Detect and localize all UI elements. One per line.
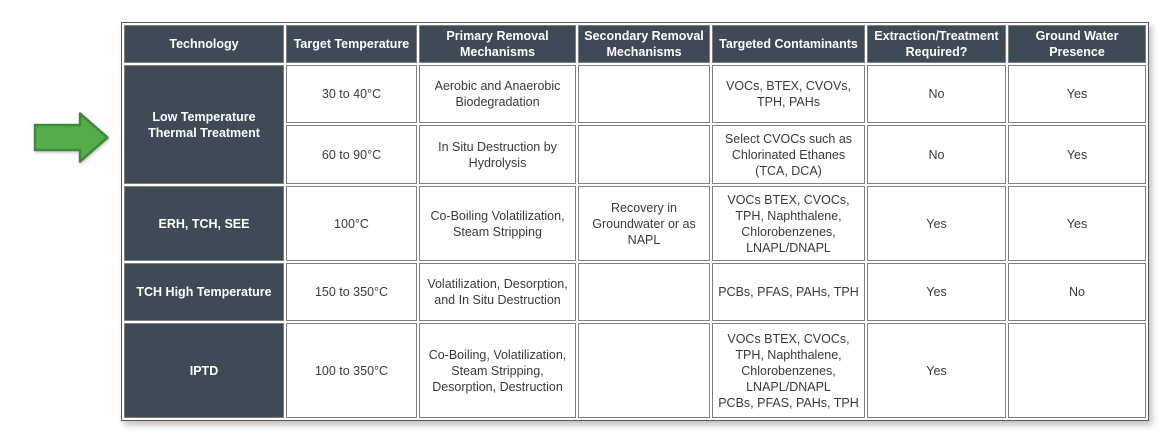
cell-extraction-required: Yes [867,323,1006,418]
table-row: Low Temperature Thermal Treatment 30 to … [124,65,1146,184]
cell-contaminants: VOCs, BTEX, CVOVs, TPH, PAHs [712,65,865,123]
cell-groundwater [1008,323,1146,418]
header-groundwater-presence: Ground Water Presence [1008,25,1146,63]
cell-secondary-removal [578,125,710,184]
cell-primary-removal: Co-Boiling, Volatilization, Steam Stripp… [419,323,576,418]
cell-primary-removal: Aerobic and Anaerobic Biodegradation [419,65,576,123]
table-row: IPTD 100 to 350°C Co-Boiling, Volatiliza… [124,323,1146,418]
cell-secondary-removal: Recovery in Groundwater or as NAPL [578,186,710,261]
green-arrow-annotation [33,111,110,164]
table-container: Technology Target Temperature Primary Re… [121,22,1149,421]
cell-primary-removal: Co-Boiling Volatilization, Steam Strippi… [419,186,576,261]
cell-temperature: 150 to 350°C [286,263,417,321]
tech-tch-high-temp: TCH High Temperature [124,263,284,321]
cell-secondary-removal [578,65,710,123]
table-row: TCH High Temperature 150 to 350°C Volati… [124,263,1146,321]
cell-temperature: 60 to 90°C [286,125,417,184]
cell-secondary-removal [578,323,710,418]
header-row: Technology Target Temperature Primary Re… [124,25,1146,63]
cell-groundwater: Yes [1008,125,1146,184]
cell-contaminants: Select CVOCs such as Chlorinated Ethanes… [712,125,865,184]
table-row: 60 to 90°C In Situ Destruction by Hydrol… [124,125,1146,184]
cell-extraction-required: Yes [867,263,1006,321]
cell-primary-removal: Volatilization, Desorption, and In Situ … [419,263,576,321]
cell-groundwater: Yes [1008,65,1146,123]
cell-temperature: 30 to 40°C [286,65,417,123]
header-primary-removal: Primary Removal Mechanisms [419,25,576,63]
cell-contaminants: VOCs BTEX, CVOCs, TPH, Naphthalene, Chlo… [712,323,865,418]
cell-contaminants: PCBs, PFAS, PAHs, TPH [712,263,865,321]
header-technology: Technology [124,25,284,63]
thermal-remediation-table: Technology Target Temperature Primary Re… [121,22,1149,421]
header-target-temperature: Target Temperature [286,25,417,63]
cell-secondary-removal [578,263,710,321]
cell-temperature: 100°C [286,186,417,261]
tech-iptd: IPTD [124,323,284,418]
cell-groundwater: No [1008,263,1146,321]
cell-extraction-required: No [867,65,1006,123]
cell-contaminants: VOCs BTEX, CVOCs, TPH, Naphthalene, Chlo… [712,186,865,261]
cell-extraction-required: Yes [867,186,1006,261]
tech-low-temp-thermal: Low Temperature Thermal Treatment [124,65,284,184]
cell-extraction-required: No [867,125,1006,184]
cell-groundwater: Yes [1008,186,1146,261]
header-targeted-contaminants: Targeted Contaminants [712,25,865,63]
cell-temperature: 100 to 350°C [286,323,417,418]
right-arrow-icon [33,112,109,163]
tech-erh-tch-see: ERH, TCH, SEE [124,186,284,261]
header-extraction-required: Extraction/Treatment Required? [867,25,1006,63]
cell-primary-removal: In Situ Destruction by Hydrolysis [419,125,576,184]
header-secondary-removal: Secondary Removal Mechanisms [578,25,710,63]
table-row: ERH, TCH, SEE 100°C Co-Boiling Volatiliz… [124,186,1146,261]
